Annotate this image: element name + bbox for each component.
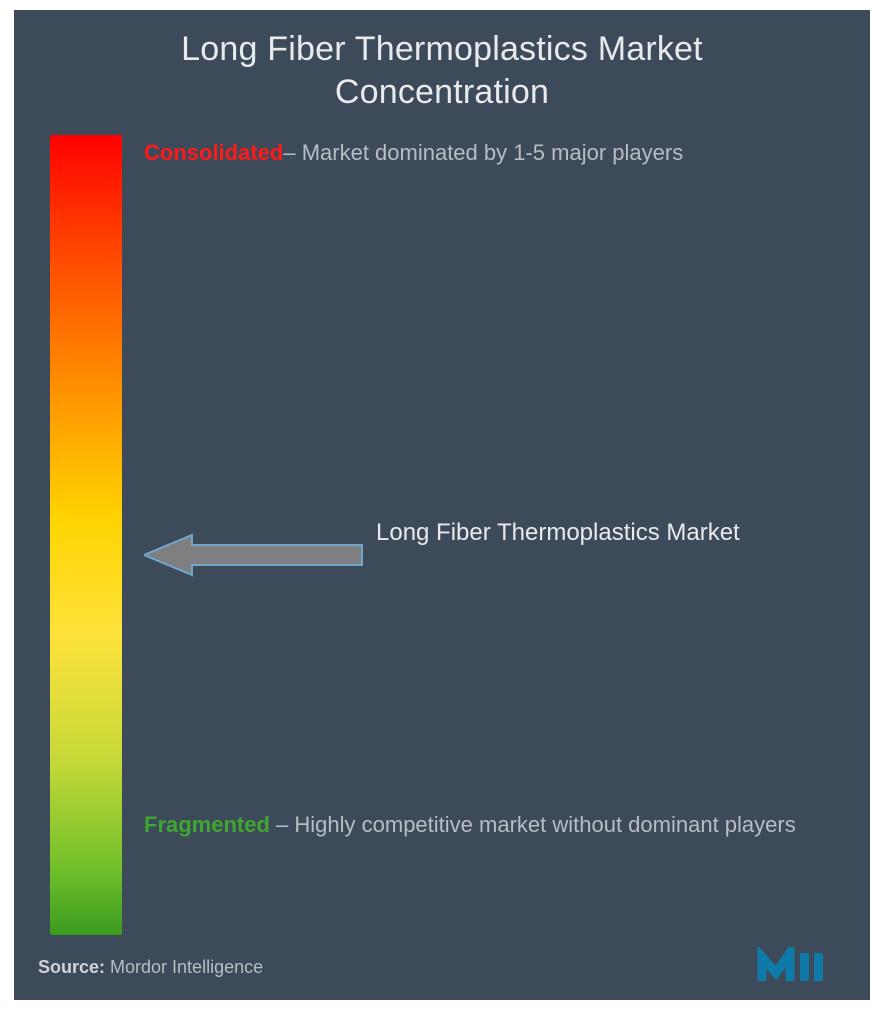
logo-bar-1 bbox=[800, 953, 809, 981]
source-value: Mordor Intelligence bbox=[105, 957, 263, 977]
chart-title: Long Fiber Thermoplastics Market Concent… bbox=[14, 10, 870, 121]
market-pointer: Long Fiber Thermoplastics Market bbox=[144, 517, 824, 597]
fragmented-rest: – Highly competitive market without domi… bbox=[270, 812, 796, 837]
brand-logo-icon bbox=[756, 947, 846, 987]
logo-bar-2 bbox=[814, 953, 823, 981]
consolidated-lead: Consolidated bbox=[144, 140, 283, 165]
arrow-left-icon bbox=[144, 531, 364, 579]
chart-content: Consolidated– Market dominated by 1-5 ma… bbox=[14, 121, 870, 961]
consolidated-rest: – Market dominated by 1-5 major players bbox=[283, 140, 683, 165]
source-text: Source: Mordor Intelligence bbox=[38, 957, 263, 978]
pointer-label: Long Fiber Thermoplastics Market bbox=[376, 517, 796, 549]
logo-m-path bbox=[762, 953, 790, 981]
consolidated-description: Consolidated– Market dominated by 1-5 ma… bbox=[144, 129, 830, 177]
fragmented-lead: Fragmented bbox=[144, 812, 270, 837]
concentration-gradient-bar bbox=[50, 135, 122, 935]
footer: Source: Mordor Intelligence bbox=[14, 944, 870, 990]
fragmented-description: Fragmented – Highly competitive market w… bbox=[144, 801, 830, 849]
infographic-card: Long Fiber Thermoplastics Market Concent… bbox=[14, 10, 870, 1000]
source-label: Source: bbox=[38, 957, 105, 977]
